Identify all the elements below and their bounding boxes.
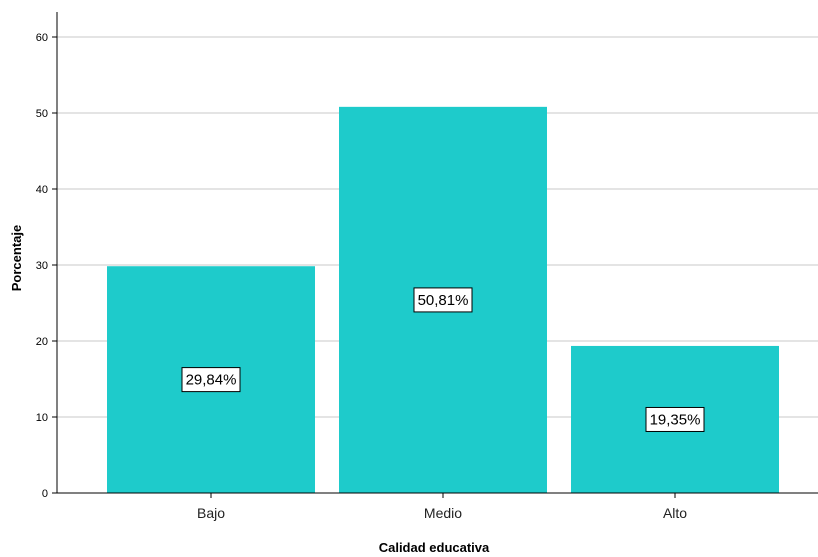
y-tick-label: 20 [36,336,48,348]
data-label-box [645,406,705,432]
data-label: 29,84% [186,372,237,389]
data-labels: 29,84% 50,81% 19,35% [181,287,705,432]
data-label: 50,81% [418,292,469,309]
y-tick-label: 50 [36,108,48,120]
data-label-box [413,287,473,313]
y-axis-title: Porcentaje [9,225,24,291]
y-tick-label: 10 [36,412,48,424]
y-tick-label: 40 [36,184,48,196]
x-axis-ticks: Bajo Medio Alto [197,493,687,521]
x-axis-title: Calidad educativa [379,540,490,555]
data-label: 19,35% [650,411,701,428]
x-tick-label: Bajo [197,505,225,521]
y-tick-label: 30 [36,260,48,272]
x-tick-label: Medio [424,505,462,521]
y-tick-label: 60 [36,32,48,44]
y-axis-ticks: 0 10 20 30 40 50 60 [36,32,57,500]
data-label-box [181,367,241,393]
y-tick-label: 0 [42,488,48,500]
x-tick-label: Alto [663,505,687,521]
